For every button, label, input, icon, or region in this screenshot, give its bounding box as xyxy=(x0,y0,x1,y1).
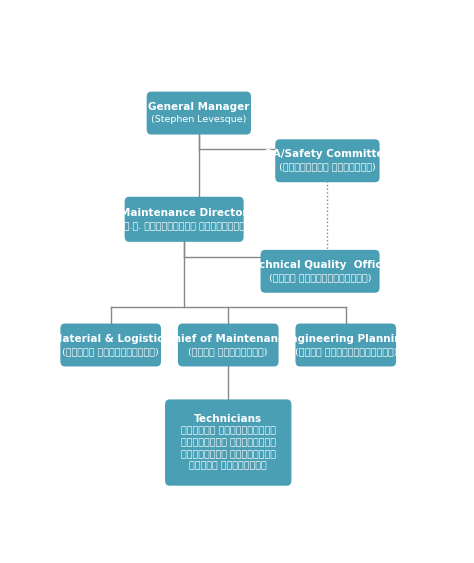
Text: (เรภพ ปิยะธรรมภัทร): (เรภพ ปิยะธรรมภัทร) xyxy=(269,273,371,282)
Text: Chief of Maintenance: Chief of Maintenance xyxy=(165,334,291,343)
Text: (Stephen Levesque): (Stephen Levesque) xyxy=(151,115,246,124)
Text: Maintenance Director: Maintenance Director xyxy=(120,208,248,217)
Text: Material & Logistics: Material & Logistics xyxy=(52,334,169,343)
Text: ธงชัย เทียนแขก: ธงชัย เทียนแขก xyxy=(189,462,267,471)
Text: (ศุภาวรรณ ชัดติยะ): (ศุภาวรรณ ชัดติยะ) xyxy=(279,163,376,172)
Text: QA/Safety Committee: QA/Safety Committee xyxy=(264,149,391,159)
FancyBboxPatch shape xyxy=(261,250,380,293)
FancyBboxPatch shape xyxy=(146,92,251,135)
Text: General Manager: General Manager xyxy=(148,102,249,111)
Text: (น.ท. ประสิทธิ์ สุกะวิจิ): (น.ท. ประสิทธิ์ สุกะวิจิ) xyxy=(120,222,248,231)
FancyBboxPatch shape xyxy=(178,324,279,367)
Text: (ธานี พรหมวีระ): (ธานี พรหมวีระ) xyxy=(189,347,268,356)
Text: นายวินัย ก้อนแก้ว: นายวินัย ก้อนแก้ว xyxy=(181,438,276,447)
Text: Technicians: Technicians xyxy=(194,414,262,424)
Text: นายวัฒนา กมลพันธ์: นายวัฒนา กมลพันธ์ xyxy=(181,450,276,459)
Text: Technical Quality  Officer: Technical Quality Officer xyxy=(246,260,394,270)
FancyBboxPatch shape xyxy=(275,139,380,182)
Text: ทศวรรณ โสภาจันทร์: ทศวรรณ โสภาจันทร์ xyxy=(181,426,276,435)
FancyBboxPatch shape xyxy=(165,399,292,486)
FancyBboxPatch shape xyxy=(60,324,161,367)
FancyBboxPatch shape xyxy=(295,324,396,367)
Text: (โยธิน ตรัสใจธรรม): (โยธิน ตรัสใจธรรม) xyxy=(62,347,159,356)
Text: Engineering Planning: Engineering Planning xyxy=(283,334,409,343)
Text: (เรภพ ปิยะธรรมภัทร): (เรภพ ปิยะธรรมภัทร) xyxy=(294,347,397,356)
FancyBboxPatch shape xyxy=(125,196,244,242)
